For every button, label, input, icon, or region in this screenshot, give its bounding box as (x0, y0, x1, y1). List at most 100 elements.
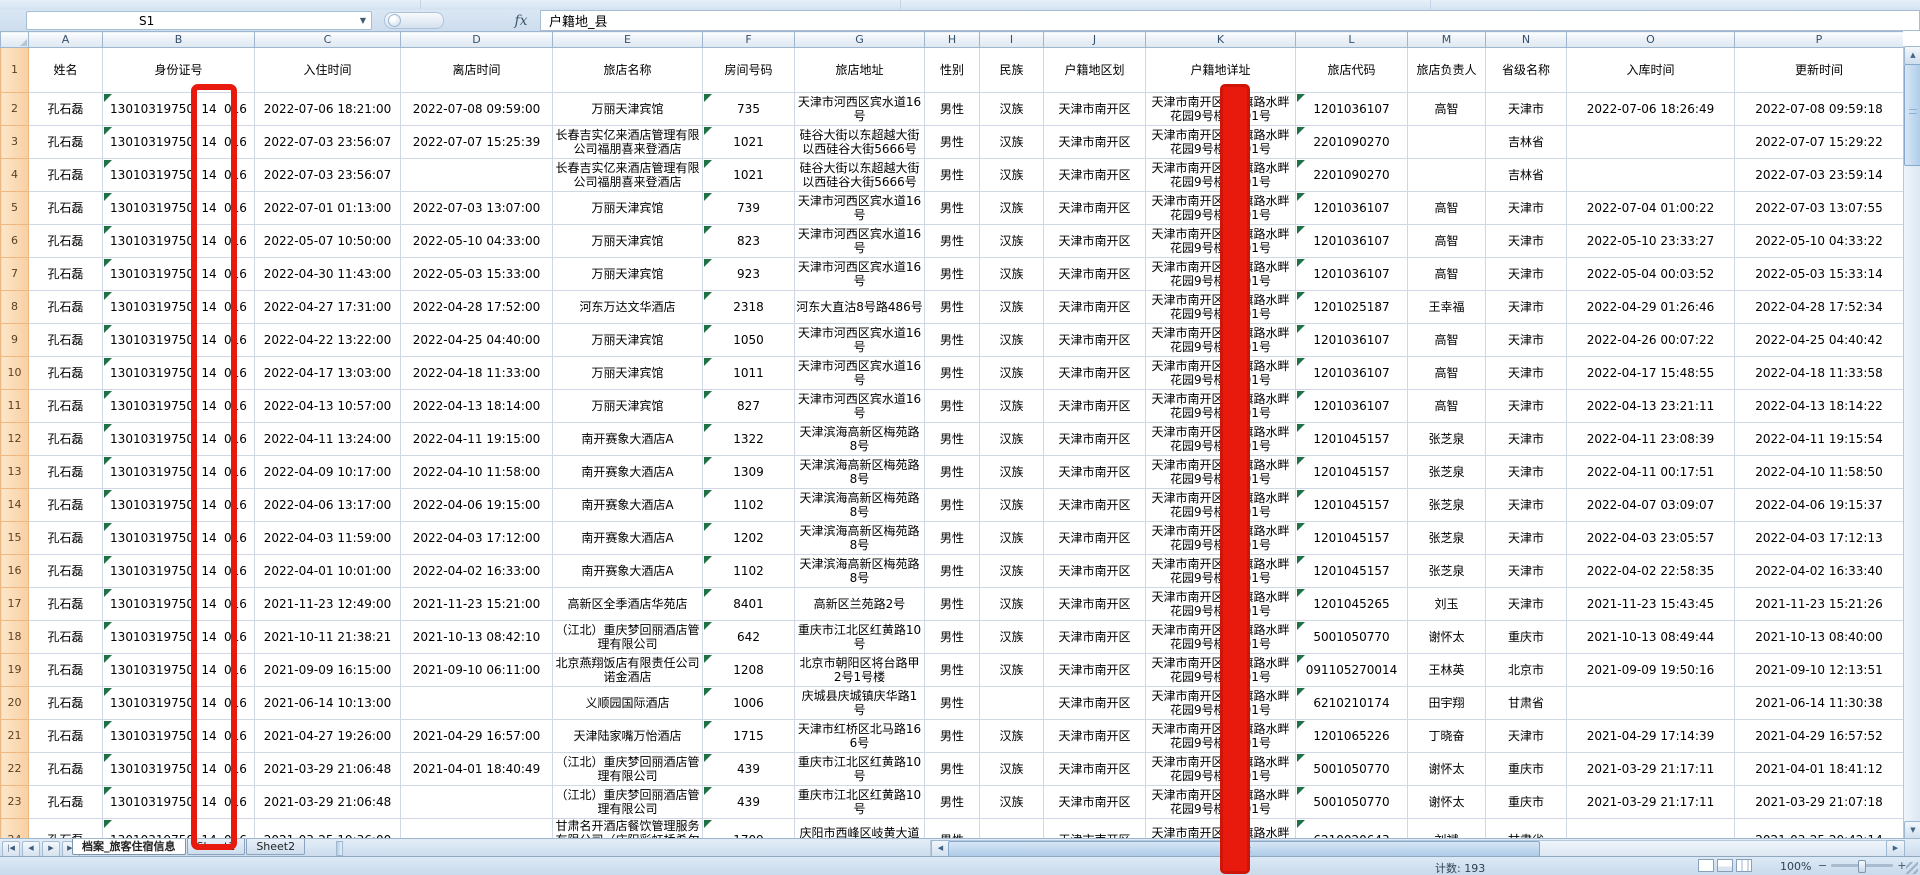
cell-C18[interactable]: 2021-10-11 21:38:21 (254, 620, 401, 654)
cell-P21[interactable]: 2021-04-29 16:57:52 (1734, 719, 1903, 753)
cell-N17[interactable]: 天津市 (1485, 587, 1567, 621)
cell-E21[interactable]: 天津陆家嘴万怡酒店 (552, 719, 703, 753)
row-header-15[interactable]: 15 (0, 521, 29, 555)
cell-C14[interactable]: 2022-04-06 13:17:00 (254, 488, 401, 522)
row-header-4[interactable]: 4 (0, 158, 29, 192)
cell-G5[interactable]: 天津市河西区宾水道16号 (794, 191, 925, 225)
cell-I10[interactable]: 汉族 (979, 356, 1044, 390)
cell-H3[interactable]: 男性 (924, 125, 980, 159)
cell-N8[interactable]: 天津市 (1485, 290, 1567, 324)
cell-D11[interactable]: 2022-04-13 18:14:00 (400, 389, 553, 423)
cell-D7[interactable]: 2022-05-03 15:33:00 (400, 257, 553, 291)
row-header-20[interactable]: 20 (0, 686, 29, 720)
row-header-16[interactable]: 16 (0, 554, 29, 588)
cell-I2[interactable]: 汉族 (979, 92, 1044, 126)
cell-O24[interactable] (1566, 818, 1735, 838)
cell-J9[interactable]: 天津市南开区 (1043, 323, 1146, 357)
cell-I4[interactable]: 汉族 (979, 158, 1044, 192)
cell-E11[interactable]: 万丽天津宾馆 (552, 389, 703, 423)
cell-C23[interactable]: 2021-03-29 21:06:48 (254, 785, 401, 819)
cell-J23[interactable]: 天津市南开区 (1043, 785, 1146, 819)
cell-G6[interactable]: 天津市河西区宾水道16号 (794, 224, 925, 258)
cell-M12[interactable]: 张芝泉 (1407, 422, 1486, 456)
cell-B16[interactable]: 13010319750 14 016 (102, 554, 255, 588)
column-header-N[interactable]: N (1485, 31, 1567, 48)
cell-K1[interactable]: 户籍地详址 (1145, 47, 1296, 93)
cell-E1[interactable]: 旅店名称 (552, 47, 703, 93)
cell-F18[interactable]: 642 (702, 620, 795, 654)
cell-M17[interactable]: 刘玉 (1407, 587, 1486, 621)
column-header-E[interactable]: E (552, 31, 703, 48)
cell-E16[interactable]: 南开赛象大酒店A (552, 554, 703, 588)
cell-L5[interactable]: 1201036107 (1295, 191, 1408, 225)
cell-L14[interactable]: 1201045157 (1295, 488, 1408, 522)
column-header-I[interactable]: I (979, 31, 1044, 48)
column-header-J[interactable]: J (1043, 31, 1146, 48)
cell-O16[interactable]: 2022-04-02 22:58:35 (1566, 554, 1735, 588)
cell-L10[interactable]: 1201036107 (1295, 356, 1408, 390)
cell-F4[interactable]: 1021 (702, 158, 795, 192)
cell-E3[interactable]: 长春吉实亿来酒店管理有限公司福朋喜来登酒店 (552, 125, 703, 159)
cell-E4[interactable]: 长春吉实亿来酒店管理有限公司福朋喜来登酒店 (552, 158, 703, 192)
tab-split-handle[interactable] (336, 841, 343, 856)
cell-G9[interactable]: 天津市河西区宾水道16号 (794, 323, 925, 357)
cell-L17[interactable]: 1201045265 (1295, 587, 1408, 621)
cell-M19[interactable]: 王林英 (1407, 653, 1486, 687)
cell-C17[interactable]: 2021-11-23 12:49:00 (254, 587, 401, 621)
cell-L9[interactable]: 1201036107 (1295, 323, 1408, 357)
row-header-1[interactable]: 1 (0, 47, 29, 93)
row-header-13[interactable]: 13 (0, 455, 29, 489)
name-box-dropdown-icon[interactable]: ▼ (359, 16, 366, 25)
cell-H22[interactable]: 男性 (924, 752, 980, 786)
cell-D4[interactable] (400, 158, 553, 192)
zoom-out-icon[interactable]: − (1818, 859, 1828, 872)
vertical-scrollbar[interactable]: ▲ ▼ (1903, 46, 1920, 840)
cell-G7[interactable]: 天津市河西区宾水道16号 (794, 257, 925, 291)
cell-I19[interactable]: 汉族 (979, 653, 1044, 687)
cell-M14[interactable]: 张芝泉 (1407, 488, 1486, 522)
zoom-slider-track[interactable] (1831, 860, 1894, 873)
cell-A7[interactable]: 孔石磊 (28, 257, 103, 291)
cell-B22[interactable]: 13010319750 14 016 (102, 752, 255, 786)
cell-F6[interactable]: 823 (702, 224, 795, 258)
cell-G17[interactable]: 高新区兰苑路2号 (794, 587, 925, 621)
cell-F12[interactable]: 1322 (702, 422, 795, 456)
cell-L1[interactable]: 旅店代码 (1295, 47, 1408, 93)
cell-P14[interactable]: 2022-04-06 19:15:37 (1734, 488, 1903, 522)
cell-O19[interactable]: 2021-09-09 19:50:16 (1566, 653, 1735, 687)
prev-sheet-icon[interactable]: ◀ (22, 841, 40, 857)
cell-G13[interactable]: 天津滨海高新区梅苑路8号 (794, 455, 925, 489)
cell-M8[interactable]: 王幸福 (1407, 290, 1486, 324)
insert-function-icon[interactable]: fx (514, 12, 528, 29)
cell-D6[interactable]: 2022-05-10 04:33:00 (400, 224, 553, 258)
cell-E22[interactable]: （江北）重庆梦回丽酒店管理有限公司 (552, 752, 703, 786)
cell-N20[interactable]: 甘肃省 (1485, 686, 1567, 720)
cell-C3[interactable]: 2022-07-03 23:56:07 (254, 125, 401, 159)
cell-H24[interactable]: 男性 (924, 818, 980, 838)
row-header-21[interactable]: 21 (0, 719, 29, 753)
cell-C11[interactable]: 2022-04-13 10:57:00 (254, 389, 401, 423)
cell-N19[interactable]: 北京市 (1485, 653, 1567, 687)
cell-G3[interactable]: 硅谷大街以东超越大街以西硅谷大街5666号 (794, 125, 925, 159)
cell-P15[interactable]: 2022-04-03 17:12:13 (1734, 521, 1903, 555)
cell-O15[interactable]: 2022-04-03 23:05:57 (1566, 521, 1735, 555)
cell-C19[interactable]: 2021-09-09 16:15:00 (254, 653, 401, 687)
row-header-10[interactable]: 10 (0, 356, 29, 390)
cell-G14[interactable]: 天津滨海高新区梅苑路8号 (794, 488, 925, 522)
cell-B10[interactable]: 13010319750 14 016 (102, 356, 255, 390)
cell-H20[interactable]: 男性 (924, 686, 980, 720)
cell-E10[interactable]: 万丽天津宾馆 (552, 356, 703, 390)
cell-H15[interactable]: 男性 (924, 521, 980, 555)
cell-P11[interactable]: 2022-04-13 18:14:22 (1734, 389, 1903, 423)
cell-B3[interactable]: 13010319750 14 016 (102, 125, 255, 159)
cell-G2[interactable]: 天津市河西区宾水道16号 (794, 92, 925, 126)
cell-D20[interactable] (400, 686, 553, 720)
cell-J14[interactable]: 天津市南开区 (1043, 488, 1146, 522)
cell-N6[interactable]: 天津市 (1485, 224, 1567, 258)
column-header-G[interactable]: G (794, 31, 925, 48)
cell-E5[interactable]: 万丽天津宾馆 (552, 191, 703, 225)
cell-N13[interactable]: 天津市 (1485, 455, 1567, 489)
cell-L6[interactable]: 1201036107 (1295, 224, 1408, 258)
vertical-scroll-thumb[interactable] (1904, 64, 1920, 166)
cell-J15[interactable]: 天津市南开区 (1043, 521, 1146, 555)
